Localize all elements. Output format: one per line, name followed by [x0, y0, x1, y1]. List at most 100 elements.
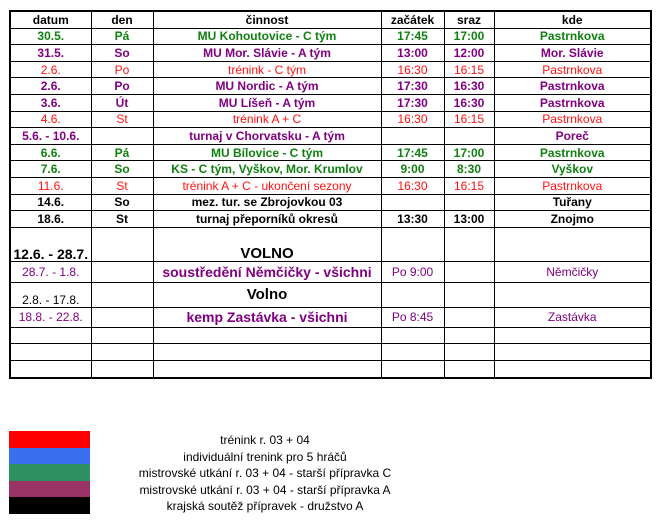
table-row: 28.7. - 1.8. soustředění Němčičky - všic… — [9, 260, 652, 283]
table-row: 6.6. Pá MU Bílovice - C tým 17:45 17:00 Pastr… — [9, 143, 652, 162]
cell-datum: 7.6. — [9, 160, 92, 178]
cell-zacatek — [380, 127, 445, 145]
legend-label: individuální trenink pro 5 hráčů — [183, 449, 347, 464]
cell-datum: 5.6. - 10.6. — [9, 127, 92, 145]
empty-row — [9, 343, 652, 361]
cell-cinnost: Volno — [152, 281, 382, 308]
cell-den: St — [90, 176, 154, 195]
cell-kde: Znojmo — [493, 210, 652, 228]
cell-sraz: 16:30 — [443, 77, 495, 95]
empty-row — [9, 359, 652, 379]
cell-datum: 18.6. — [9, 210, 92, 228]
cell-cinnost: MU Bílovice - C tým — [152, 143, 382, 162]
cell-zacatek: 9:00 — [380, 160, 445, 178]
cell-kde: Pastrnkova — [493, 77, 652, 95]
cell-zacatek: 13:00 — [380, 44, 445, 62]
cell-cinnost: VOLNO — [152, 226, 382, 262]
cell-zacatek: Po 9:00 — [380, 260, 445, 283]
table-row: 2.6. Po MU Nordic - A tým 17:30 16:30 Pastrnk… — [9, 77, 652, 95]
cell-cinnost: trénink - C tým — [152, 60, 382, 79]
legend-label: krajská soutěž přípravek - družstvo A — [166, 499, 364, 514]
cell-cinnost: KS - C tým, Vyškov, Mor. Krumlov — [152, 160, 382, 178]
cell-zacatek: 16:30 — [380, 60, 445, 79]
cell-den: St — [90, 210, 154, 228]
header-sraz: sraz — [443, 10, 495, 29]
legend-label: mistrovské utkání r. 03 + 04 - starší př… — [138, 466, 392, 481]
cell-kde: Pastrnkova — [493, 176, 652, 195]
cell-cinnost: MU Nordic - A tým — [152, 77, 382, 95]
cell-sraz: 16:15 — [443, 176, 495, 195]
cell-sraz: 16:15 — [443, 60, 495, 79]
cell-sraz: 8:30 — [443, 160, 495, 178]
cell-cinnost: mez. tur. se Zbrojovkou 03 — [152, 193, 382, 212]
header-datum: datum — [9, 10, 92, 29]
cell-kde: Mor. Slávie — [493, 44, 652, 62]
cell-datum: 30.5. — [9, 27, 92, 46]
cell-cinnost: trénink A + C — [152, 110, 382, 129]
cell-zacatek: 16:30 — [380, 110, 445, 129]
table-row: 5.6. - 10.6. turnaj v Chorvatsku - A tým P… — [9, 127, 652, 145]
legend-labels: trénink r. 03 + 04 individuální trenink … — [100, 432, 430, 515]
header-cinnost: činnost — [152, 10, 382, 29]
cell-den: Po — [90, 77, 154, 95]
cell-cinnost: trénink A + C - ukončení sezony — [152, 176, 382, 195]
cell-cinnost: MU Líšeň - A tým — [152, 93, 382, 112]
cell-zacatek: 16:30 — [380, 176, 445, 195]
cell-kde: Pastrnkova — [493, 143, 652, 162]
cell-cinnost: turnaj přeporníků okresů — [152, 210, 382, 228]
cell-zacatek: 17:30 — [380, 93, 445, 112]
table-row: 12.6. - 28.7. VOLNO — [9, 226, 652, 262]
cell-sraz: 16:30 — [443, 93, 495, 112]
cell-kde: Pastrnkova — [493, 110, 652, 129]
cell-datum: 18.8. - 22.8. — [9, 306, 92, 328]
cell-zacatek: Po 8:45 — [380, 306, 445, 328]
cell-cinnost: MU Mor. Slávie - A tým — [152, 44, 382, 62]
empty-row — [9, 326, 652, 345]
table-row: 14.6. So mez. tur. se Zbrojovkou 03 Tuřany — [9, 193, 652, 212]
cell-kde: Němčičky — [493, 260, 652, 283]
cell-datum: 12.6. - 28.7. — [9, 226, 92, 262]
cell-datum: 3.6. — [9, 93, 92, 112]
cell-zacatek — [380, 193, 445, 212]
table-row: 4.6. St trénink A + C 16:30 16:15 Pastrnkova — [9, 110, 652, 129]
table-row: 18.8. - 22.8. kemp Zastávka - všichni Po… — [9, 306, 652, 328]
cell-cinnost: kemp Zastávka - všichni — [152, 306, 382, 328]
cell-zacatek: 17:30 — [380, 77, 445, 95]
cell-sraz: 13:00 — [443, 210, 495, 228]
header-zacatek: začátek — [380, 10, 445, 29]
cell-cinnost: soustředění Němčičky - všichni — [152, 260, 382, 283]
header-kde: kde — [493, 10, 652, 29]
legend-swatch-green — [9, 464, 90, 481]
table-row: 11.6. St trénink A + C - ukončení sezony 16… — [9, 176, 652, 195]
legend-swatch-purple — [9, 480, 90, 498]
legend-swatch-blue — [9, 447, 90, 465]
cell-den: Po — [90, 60, 154, 79]
table-row: 7.6. So KS - C tým, Vyškov, Mor. Krumlov 9:… — [9, 160, 652, 178]
legend-swatches — [9, 431, 90, 514]
cell-zacatek: 17:45 — [380, 27, 445, 46]
cell-sraz — [443, 127, 495, 145]
cell-den: Út — [90, 93, 154, 112]
cell-datum: 2.6. — [9, 60, 92, 79]
table-row: 30.5. Pá MU Kohoutovice - C tým 17:45 17:00 P… — [9, 27, 652, 46]
cell-zacatek: 13:30 — [380, 210, 445, 228]
cell-datum: 11.6. — [9, 176, 92, 195]
legend-label: mistrovské utkání r. 03 + 04 - starší př… — [139, 482, 391, 497]
cell-kde: Tuřany — [493, 193, 652, 212]
cell-kde: Pastrnkova — [493, 93, 652, 112]
cell-den: Pá — [90, 27, 154, 46]
table-row: 31.5. So MU Mor. Slávie - A tým 13:00 12:00 M… — [9, 44, 652, 62]
table-row: 18.6. St turnaj přeporníků okresů 13:30 13:0… — [9, 210, 652, 228]
table-row: 3.6. Út MU Líšeň - A tým 17:30 16:30 Pastrnko… — [9, 93, 652, 112]
header-den: den — [90, 10, 154, 29]
cell-den: St — [90, 110, 154, 129]
cell-kde: Vyškov — [493, 160, 652, 178]
cell-cinnost: turnaj v Chorvatsku - A tým — [152, 127, 382, 145]
cell-datum: 14.6. — [9, 193, 92, 212]
legend-swatch-red — [9, 431, 90, 448]
cell-sraz: 17:00 — [443, 143, 495, 162]
cell-sraz: 17:00 — [443, 27, 495, 46]
cell-datum: 2.8. - 17.8. — [9, 281, 92, 308]
header-row: datum den činnost začátek sraz kde — [9, 10, 652, 29]
cell-kde: Pastrnkova — [493, 60, 652, 79]
